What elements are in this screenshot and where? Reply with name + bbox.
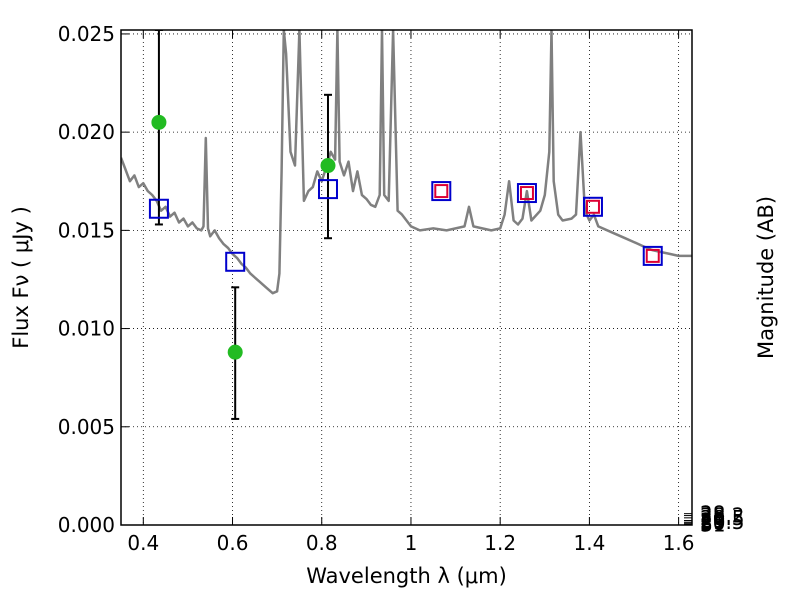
x-tick-label: 1 [405,531,418,555]
model-square-ir [585,199,600,214]
model-square-ir [645,248,660,263]
mag-tick-label: 29.5 [700,510,745,534]
x-tick-label: 1.2 [484,531,516,555]
y-tick-label: 0.025 [58,22,115,46]
y-tick-label: 0.005 [58,415,115,439]
y-tick-label: 0.020 [58,120,115,144]
plot-layer [121,30,692,525]
model-square [516,183,537,204]
x-tick-label: 1.6 [663,531,695,555]
plot-frame [120,29,693,526]
mag-tick-label: 28 [700,502,725,526]
model-square [148,198,169,219]
model-square [582,196,603,217]
y-axis-label: Flux Fν ( μJy ) [9,206,33,349]
mag-tick-label: 31 [700,512,725,536]
model-square [225,251,246,272]
model-square [431,181,452,202]
y-tick-label: 0.010 [58,317,115,341]
y-tick-label: 0.015 [58,218,115,242]
x-tick-label: 0.4 [127,531,159,555]
observed-point [151,114,167,130]
observed-point [320,158,336,174]
model-square-ir [519,186,534,201]
observed-point [227,344,243,360]
right-axis-label: Magnitude (AB) [754,196,778,359]
x-tick-label: 0.8 [306,531,338,555]
model-square-ir [434,184,449,199]
axis-layer: 0.4 0.6 0.8 1 1.2 1.4 1.6 0.000 0.005 0.010 0.015 0… [58,22,745,555]
mag-tick-label: 28.2 [700,504,745,528]
x-tick-label: 0.6 [217,531,249,555]
mag-tick-label: 29 [700,508,725,532]
y-tick-label: 0.000 [58,513,115,537]
mag-tick-label: 28.5 [700,506,745,530]
x-tick-label: 1.4 [573,531,605,555]
x-axis-label: Wavelength λ (μm) [306,564,507,588]
model-square [317,179,338,200]
mag-tick-label: 30 [700,511,725,535]
model-square [642,245,663,266]
sed-line [121,30,692,295]
